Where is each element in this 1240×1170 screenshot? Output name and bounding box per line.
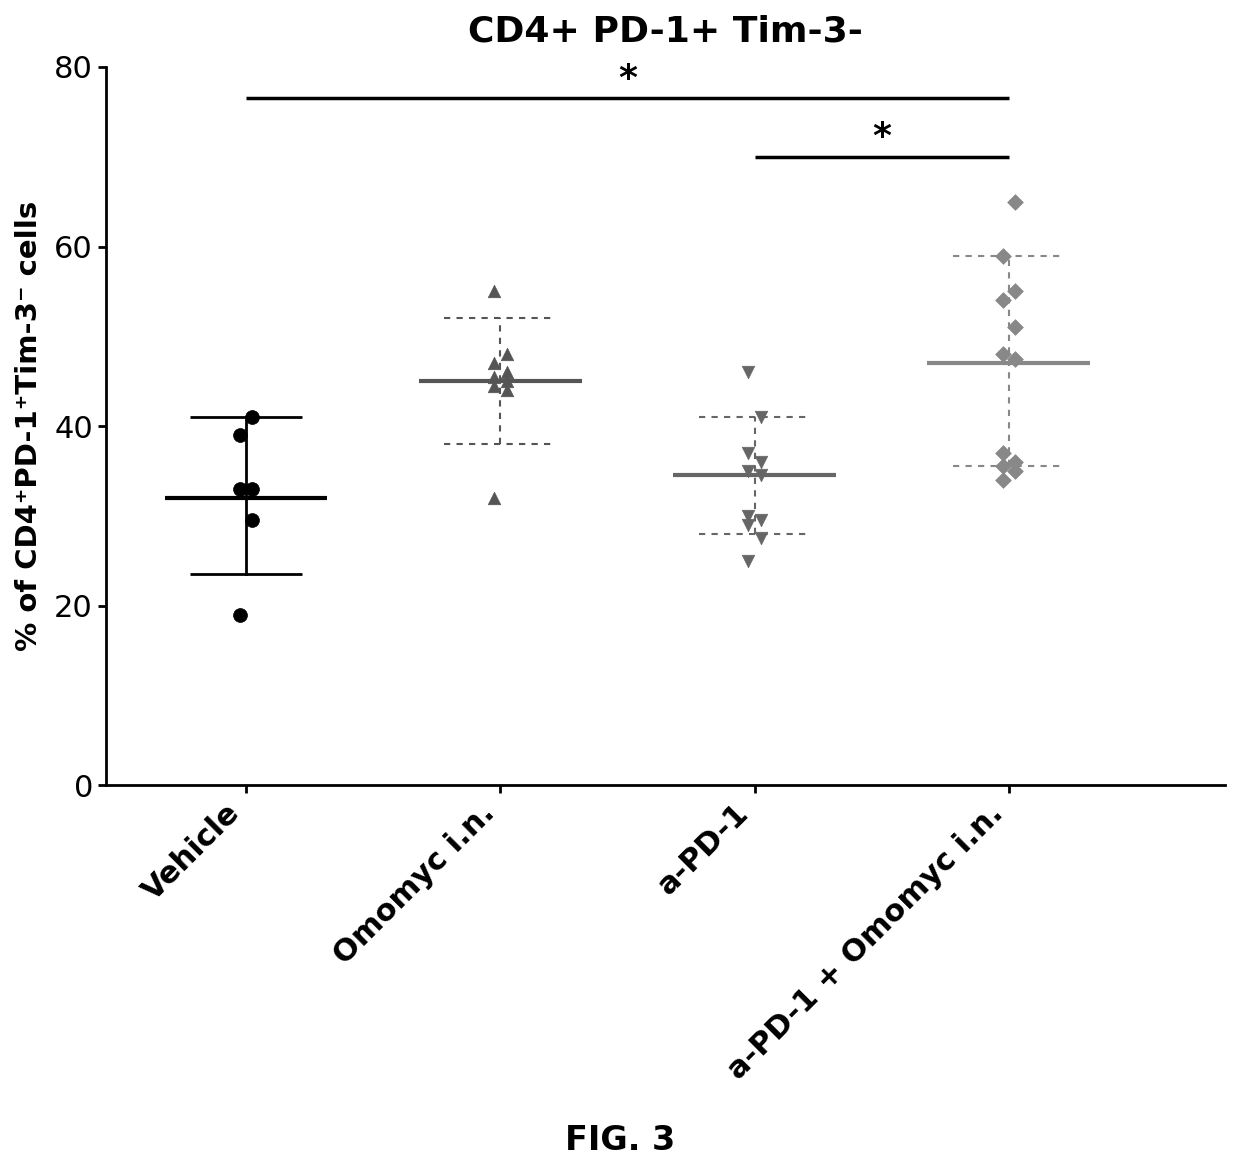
Point: [751, 453, 771, 472]
Point: [738, 462, 758, 481]
Text: *: *: [618, 62, 637, 96]
Point: [243, 407, 263, 426]
Point: [229, 605, 249, 624]
Point: [1006, 350, 1025, 369]
Point: [484, 367, 503, 386]
Point: [497, 345, 517, 364]
Point: [751, 511, 771, 530]
Point: [1006, 318, 1025, 337]
Point: [751, 407, 771, 426]
Point: [738, 516, 758, 535]
Point: [243, 511, 263, 530]
Y-axis label: % of CD4⁺PD-1⁺Tim-3⁻ cells: % of CD4⁺PD-1⁺Tim-3⁻ cells: [15, 201, 43, 652]
Point: [497, 380, 517, 399]
Point: [484, 489, 503, 508]
Point: [992, 291, 1012, 310]
Point: [497, 372, 517, 391]
Point: [738, 443, 758, 462]
Point: [738, 507, 758, 525]
Point: [992, 345, 1012, 364]
Point: [1006, 453, 1025, 472]
Point: [738, 551, 758, 570]
Point: [243, 480, 263, 498]
Title: CD4+ PD-1+ Tim-3-: CD4+ PD-1+ Tim-3-: [469, 15, 863, 49]
Point: [738, 363, 758, 381]
Point: [751, 466, 771, 484]
Point: [484, 377, 503, 395]
Point: [992, 457, 1012, 476]
Point: [497, 363, 517, 381]
Point: [1006, 462, 1025, 481]
Text: FIG. 3: FIG. 3: [565, 1124, 675, 1157]
Point: [992, 470, 1012, 489]
Point: [992, 246, 1012, 264]
Text: *: *: [872, 121, 892, 154]
Point: [484, 282, 503, 301]
Point: [1006, 282, 1025, 301]
Point: [751, 529, 771, 548]
Point: [229, 480, 249, 498]
Point: [484, 353, 503, 372]
Point: [229, 426, 249, 445]
Point: [992, 443, 1012, 462]
Point: [1006, 192, 1025, 211]
